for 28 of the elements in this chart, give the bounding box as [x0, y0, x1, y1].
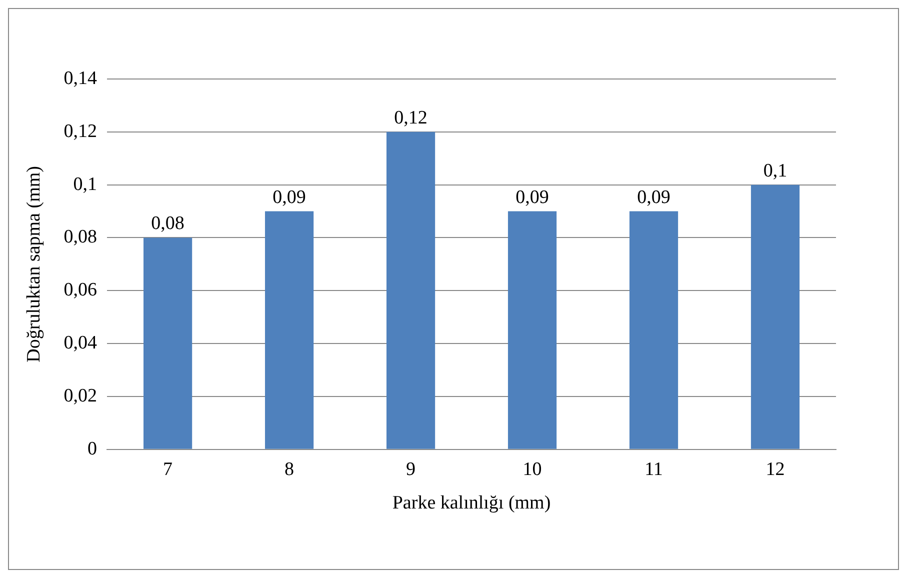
data-label: 0,09 — [516, 186, 549, 208]
data-label: 0,09 — [637, 186, 670, 208]
bar — [144, 238, 192, 449]
y-tick-label: 0,06 — [64, 280, 98, 301]
y-tick-label: 0,1 — [73, 174, 98, 195]
y-tick-label: 0,08 — [64, 226, 98, 248]
y-tick-label: 0,14 — [64, 68, 98, 89]
data-label: 0,09 — [272, 186, 306, 208]
y-tick-label: 0 — [88, 438, 98, 460]
y-tick-label: 0,02 — [64, 385, 98, 406]
x-tick-label: 8 — [284, 458, 294, 480]
x-axis-title: Parke kalınlığı (mm) — [392, 492, 551, 514]
y-axis-title: Doğruluktan sapma (mm) — [23, 166, 44, 362]
x-tick-label: 9 — [406, 458, 416, 480]
x-tick-label: 10 — [522, 458, 542, 480]
bar — [629, 211, 678, 449]
data-label: 0,08 — [151, 213, 184, 234]
data-label: 0,1 — [763, 160, 788, 182]
x-tick-label: 7 — [163, 458, 173, 480]
y-tick-label: 0,04 — [64, 332, 98, 354]
x-tick-label: 12 — [766, 458, 785, 480]
x-tick-label: 11 — [644, 458, 663, 480]
bar — [750, 184, 800, 449]
data-label: 0,12 — [394, 107, 428, 128]
bar — [386, 132, 436, 449]
y-tick-label: 0,12 — [64, 120, 98, 142]
bar — [508, 211, 557, 449]
bar — [264, 211, 314, 449]
